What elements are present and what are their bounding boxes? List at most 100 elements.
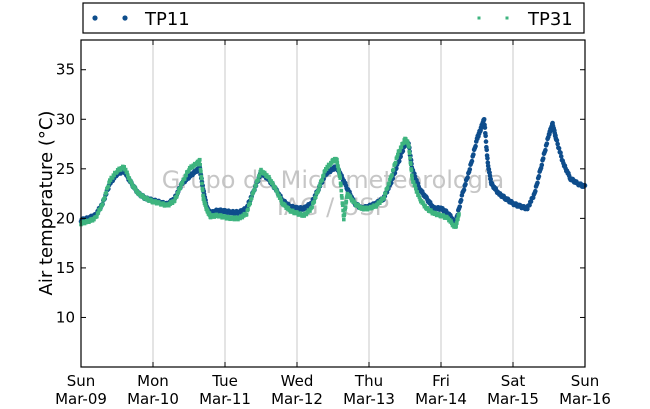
data-point-tp31 bbox=[107, 180, 111, 185]
x-tick-label-date: Mar-15 bbox=[487, 390, 539, 408]
y-tick-label: 20 bbox=[56, 209, 75, 227]
data-point-tp31 bbox=[329, 161, 334, 165]
data-point-tp31 bbox=[198, 167, 203, 172]
data-point-tp31 bbox=[326, 165, 330, 169]
data-point-tp31 bbox=[200, 188, 205, 193]
data-point-tp11 bbox=[463, 181, 468, 187]
data-point-tp31 bbox=[335, 157, 339, 162]
data-point-tp31 bbox=[344, 199, 349, 204]
data-point-tp31 bbox=[270, 180, 275, 185]
data-point-tp31 bbox=[383, 191, 388, 195]
data-point-tp31 bbox=[337, 170, 341, 175]
x-tick-label-day: Wed bbox=[281, 372, 314, 390]
data-point-tp31 bbox=[410, 173, 414, 178]
data-point-tp31 bbox=[335, 161, 340, 165]
data-point-tp31 bbox=[316, 188, 321, 192]
y-tick-label: 25 bbox=[56, 160, 75, 178]
data-point-tp31 bbox=[254, 183, 258, 188]
data-point-tp31 bbox=[395, 155, 399, 159]
data-point-tp31 bbox=[391, 167, 396, 172]
data-point-tp11 bbox=[469, 158, 475, 164]
x-tick-label-date: Mar-12 bbox=[271, 390, 323, 408]
data-point-tp31 bbox=[275, 191, 280, 195]
data-point-tp31 bbox=[388, 177, 392, 182]
data-point-tp11 bbox=[473, 143, 478, 149]
data-point-tp31 bbox=[339, 193, 344, 198]
data-point-tp31 bbox=[396, 152, 400, 157]
legend: TP11 TP31 bbox=[82, 2, 585, 34]
data-point-tp31 bbox=[455, 221, 459, 225]
data-point-tp31 bbox=[197, 160, 201, 164]
data-point-tp31 bbox=[449, 219, 453, 223]
data-point-tp31 bbox=[416, 193, 421, 198]
x-tick-label-date: Mar-13 bbox=[343, 390, 395, 408]
data-point-tp31 bbox=[203, 202, 208, 207]
data-point-tp31 bbox=[457, 212, 461, 216]
data-point-tp31 bbox=[104, 190, 108, 195]
data-point-tp31 bbox=[184, 173, 188, 178]
data-point-tp31 bbox=[106, 184, 111, 189]
legend-marker-tp11 bbox=[122, 15, 128, 21]
data-point-tp31 bbox=[172, 199, 177, 203]
data-point-tp31 bbox=[256, 178, 260, 182]
x-tick-label-day: Mon bbox=[137, 372, 169, 390]
data-point-tp31 bbox=[342, 212, 347, 216]
data-point-tp31 bbox=[108, 178, 113, 183]
data-point-tp31 bbox=[338, 174, 342, 178]
x-tick-label-day: Sun bbox=[571, 372, 600, 390]
data-point-tp31 bbox=[198, 157, 202, 162]
data-point-tp31 bbox=[286, 206, 291, 210]
data-point-tp31 bbox=[178, 186, 183, 191]
data-point-tp31 bbox=[112, 173, 116, 178]
data-point-tp31 bbox=[387, 181, 391, 186]
x-tick-label-day: Thu bbox=[354, 372, 383, 390]
data-point-tp31 bbox=[273, 186, 278, 190]
legend-marker-tp31 bbox=[477, 16, 481, 20]
plot-frame bbox=[80, 39, 586, 368]
data-point-tp11 bbox=[544, 141, 550, 146]
data-point-tp31 bbox=[100, 202, 105, 206]
data-point-tp31 bbox=[198, 162, 202, 167]
data-point-tp31 bbox=[411, 180, 416, 184]
data-point-tp31 bbox=[399, 145, 404, 149]
data-point-tp31 bbox=[304, 212, 309, 217]
data-point-tp31 bbox=[182, 177, 187, 181]
legend-label-tp11: TP11 bbox=[144, 9, 190, 30]
legend-frame bbox=[82, 2, 585, 34]
data-point-tp31 bbox=[201, 193, 205, 198]
data-point-tp31 bbox=[96, 211, 101, 215]
data-point-tp31 bbox=[408, 156, 412, 160]
x-tick-label-day: Fri bbox=[432, 372, 450, 390]
x-tick-label-date: Mar-10 bbox=[127, 390, 179, 408]
data-point-tp11 bbox=[539, 162, 545, 168]
data-point-tp31 bbox=[308, 209, 312, 213]
data-point-tp31 bbox=[340, 203, 345, 208]
data-point-tp11 bbox=[556, 146, 562, 151]
data-point-tp31 bbox=[282, 202, 287, 207]
data-point-tp11 bbox=[540, 156, 546, 161]
data-point-tp31 bbox=[123, 167, 128, 172]
data-point-tp31 bbox=[320, 178, 324, 182]
x-tick-label-day: Tue bbox=[211, 372, 238, 390]
legend-marker-tp11 bbox=[92, 15, 98, 21]
data-point-tp31 bbox=[127, 176, 132, 180]
data-point-tp11 bbox=[535, 180, 540, 186]
data-point-tp31 bbox=[339, 183, 343, 188]
data-point-tp31 bbox=[277, 193, 281, 198]
data-point-tp11 bbox=[485, 155, 490, 161]
data-point-tp31 bbox=[407, 151, 412, 156]
x-tick-label-date: Mar-14 bbox=[415, 390, 467, 408]
data-point-tp31 bbox=[415, 190, 420, 194]
data-point-tp31 bbox=[324, 167, 329, 172]
data-point-tp31 bbox=[257, 173, 262, 178]
y-tick-label: 10 bbox=[56, 308, 75, 326]
data-point-tp31 bbox=[340, 201, 345, 205]
data-point-tp31 bbox=[407, 145, 411, 149]
data-point-tp31 bbox=[176, 190, 180, 195]
data-point-tp11 bbox=[482, 125, 488, 130]
data-point-tp11 bbox=[533, 188, 538, 194]
data-points bbox=[78, 116, 588, 229]
data-point-tp11 bbox=[467, 167, 473, 172]
data-point-tp31 bbox=[409, 168, 414, 173]
